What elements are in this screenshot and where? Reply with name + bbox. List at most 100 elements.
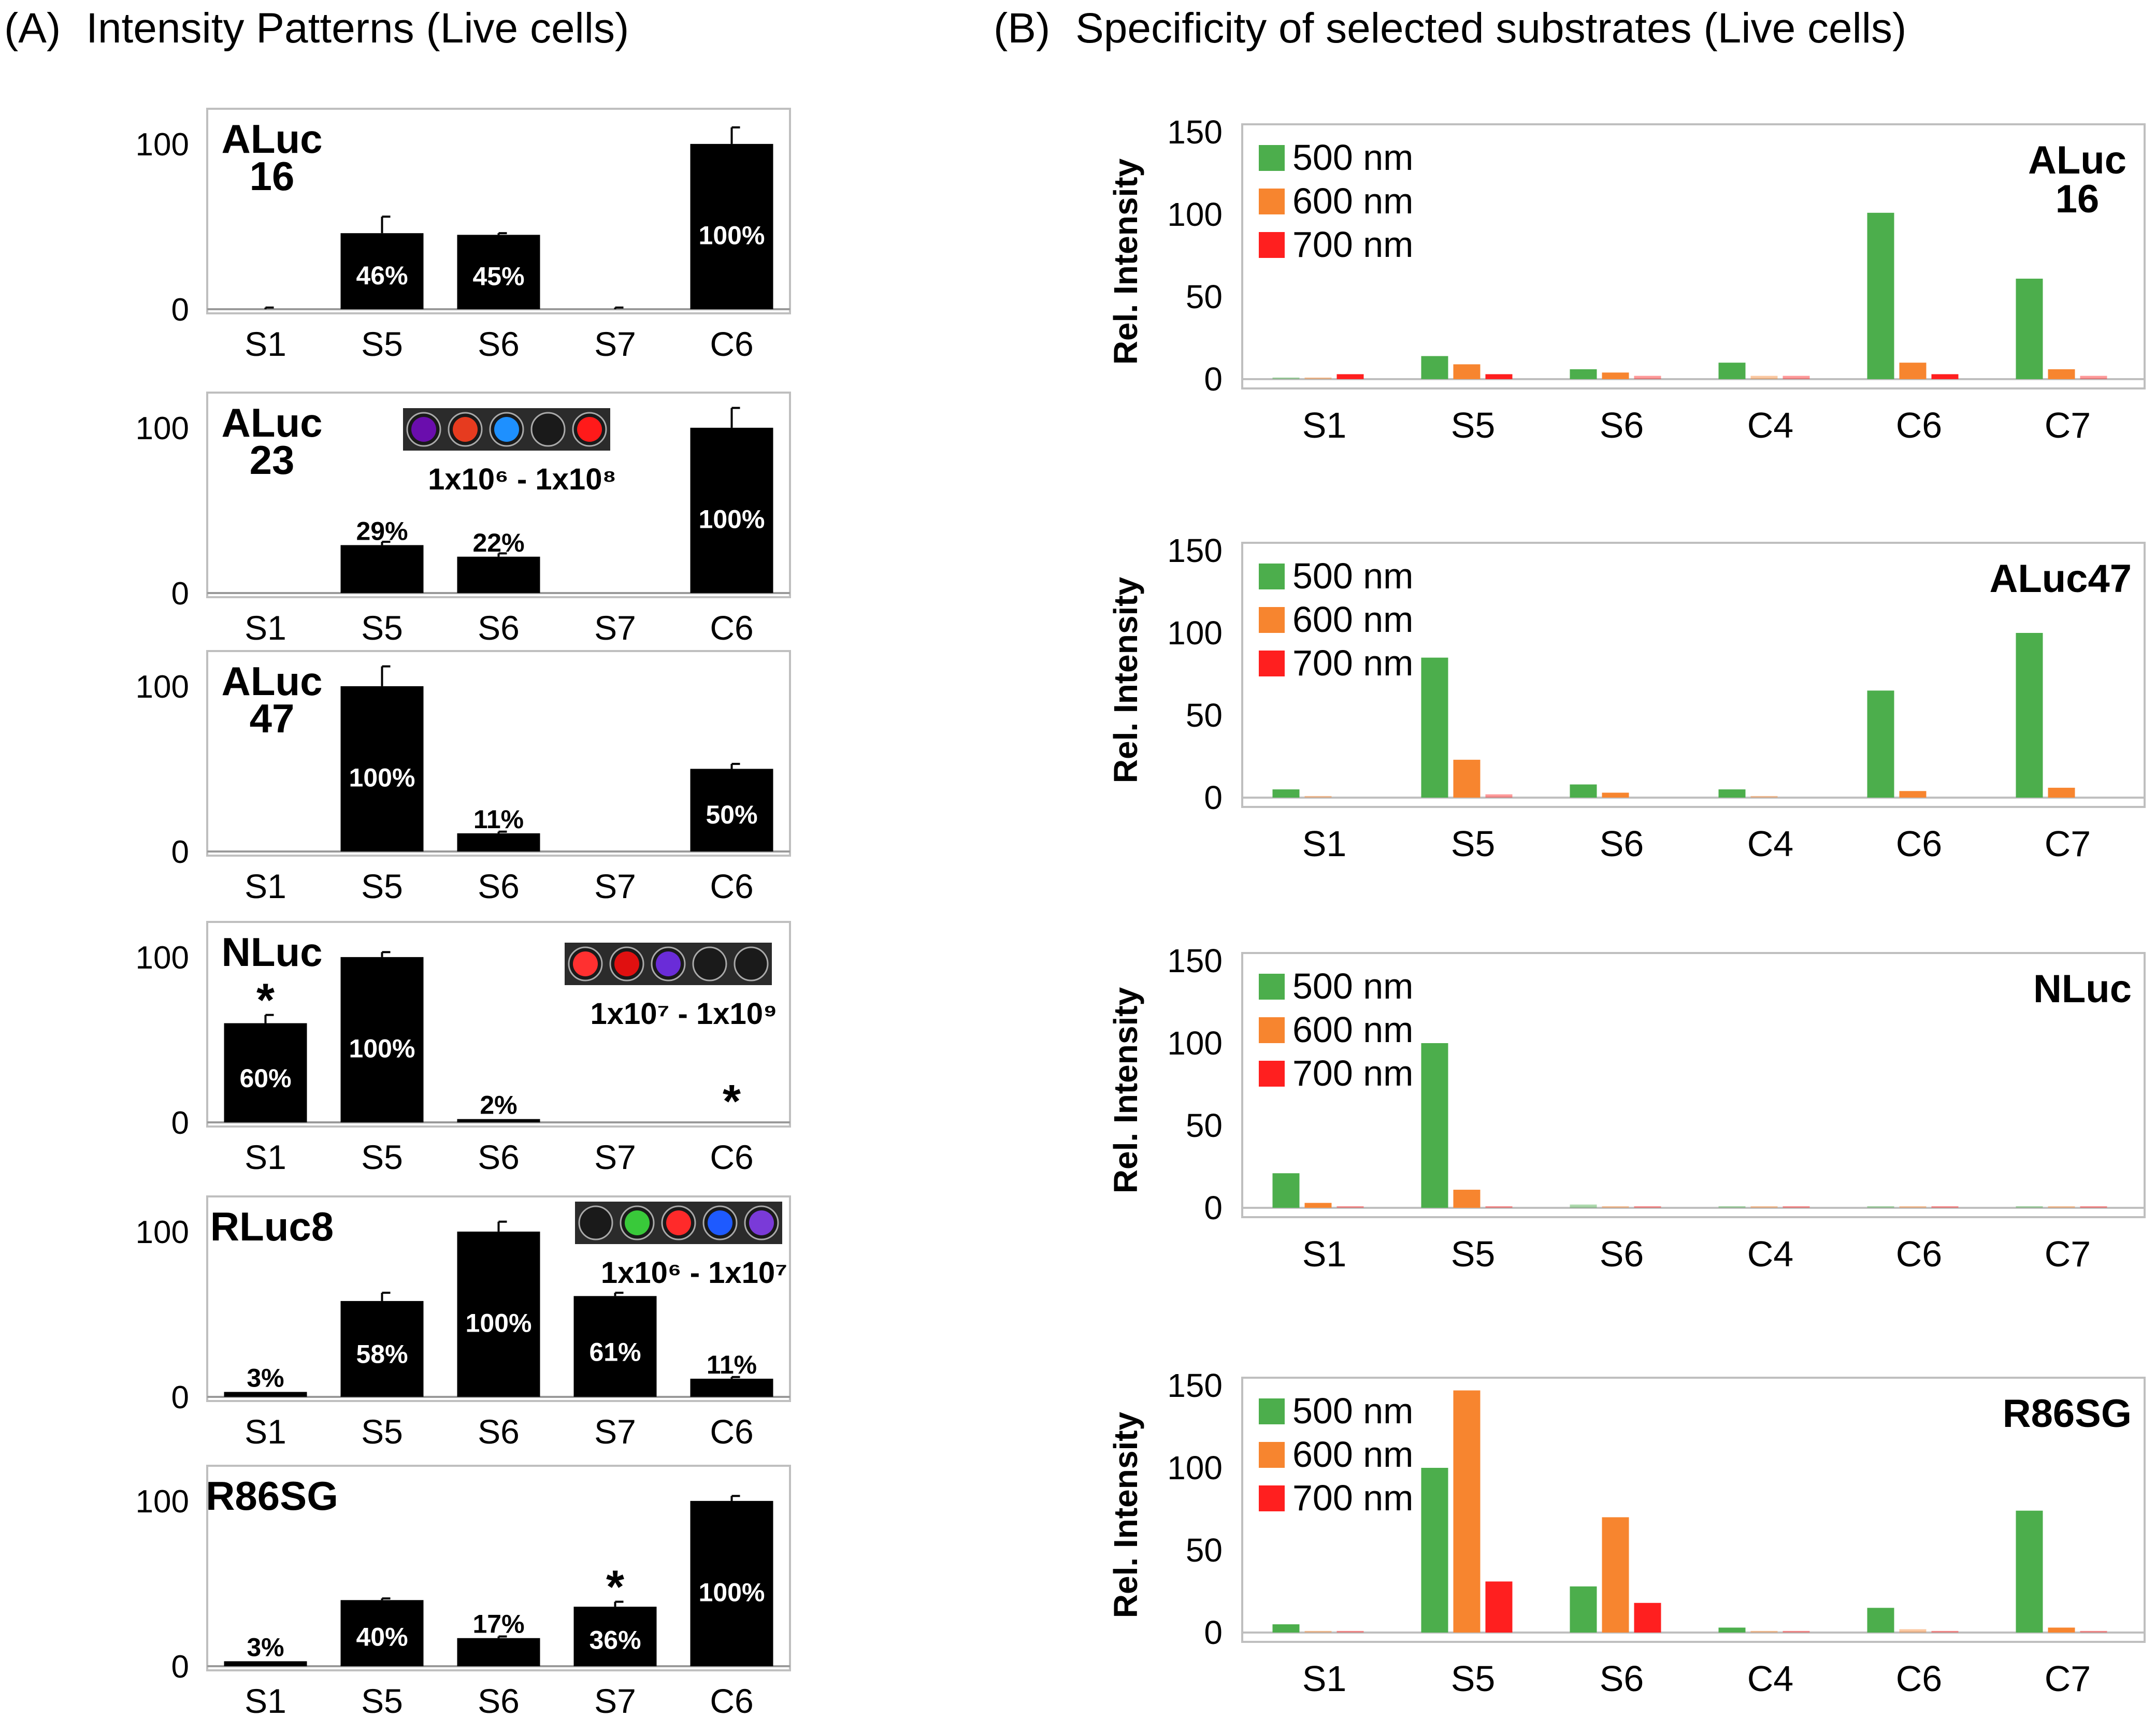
y-tick-label: 100 [1167,1449,1223,1486]
legend-label: 500 nm [1292,1391,1413,1431]
x-tick-label: S1 [1302,1234,1347,1274]
y-axis-label: Rel. Intensity [1107,1411,1144,1618]
y-tick-label: 0 [1204,779,1223,816]
bar-600-nm-c6 [1900,1206,1927,1208]
bar-600-nm-s1 [1305,1631,1332,1633]
x-tick-label: C6 [1896,1234,1942,1274]
y-tick-label: 50 [1186,278,1223,315]
y-tick-label: 100 [1167,196,1223,233]
legend-label: 600 nm [1292,1009,1413,1050]
bar-700-nm-c4 [1783,376,1810,379]
bar-500-nm-s6 [1570,1205,1597,1208]
x-tick-label: S6 [1600,824,1644,864]
bar-700-nm-s6 [1634,376,1661,379]
x-tick-label: S5 [1451,824,1496,864]
bar-600-nm-s6 [1602,1206,1629,1208]
bar-500-nm-c4 [1719,363,1746,379]
x-tick-label: C4 [1747,1658,1793,1699]
bar-700-nm-c6 [1932,374,1959,379]
chart-b-aluc-16: 050100150Rel. IntensityS1 S5 S6 C4 C6 C7500 n… [1107,113,2145,445]
bar-500-nm-s5 [1421,658,1448,798]
bar-500-nm-s1 [1273,378,1300,379]
bar-500-nm-s1 [1273,789,1300,798]
x-tick-label: C7 [2045,824,2091,864]
chart-title: ALuc [2028,138,2126,182]
x-tick-label: C6 [1896,824,1942,864]
bar-700-nm-c6 [1932,1631,1959,1633]
bar-600-nm-c6 [1900,363,1927,379]
bar-500-nm-s6 [1570,785,1597,798]
bar-600-nm-c4 [1751,1631,1778,1633]
legend-swatch [1259,1485,1285,1511]
chart-title: 16 [2056,177,2100,221]
x-tick-label: S5 [1451,405,1496,445]
bar-500-nm-c7 [2016,1206,2043,1208]
bar-500-nm-c6 [1867,1608,1894,1633]
legend-swatch [1259,232,1285,258]
bar-600-nm-s1 [1305,796,1332,798]
bar-600-nm-c4 [1751,376,1778,379]
bar-700-nm-c7 [2080,1631,2107,1633]
legend-swatch [1259,189,1285,214]
bar-500-nm-c6 [1867,1206,1894,1208]
x-tick-label: C4 [1747,1234,1793,1274]
y-tick-label: 150 [1167,113,1223,151]
bar-700-nm-c4 [1783,1631,1810,1633]
bar-500-nm-c4 [1719,789,1746,798]
bar-700-nm-s5 [1486,374,1513,379]
y-tick-label: 150 [1167,942,1223,979]
bar-500-nm-s6 [1570,1586,1597,1633]
x-tick-label: S6 [1600,1234,1644,1274]
chart-title: R86SG [2003,1392,2132,1436]
legend-swatch [1259,1442,1285,1468]
bar-500-nm-c7 [2016,1511,2043,1633]
bar-500-nm-c6 [1867,213,1894,379]
x-tick-label: S5 [1451,1234,1496,1274]
y-tick-label: 100 [1167,1024,1223,1062]
bar-600-nm-c6 [1900,1629,1927,1633]
legend-label: 500 nm [1292,137,1413,178]
legend-label: 700 nm [1292,1053,1413,1093]
legend-label: 700 nm [1292,224,1413,265]
y-tick-label: 100 [1167,614,1223,652]
chart-title: NLuc [2033,967,2132,1011]
chart-b-aluc47: 050100150Rel. IntensityS1 S5 S6 C4 C6 C7500 n… [1107,532,2145,864]
x-tick-label: S6 [1600,405,1644,445]
bar-600-nm-s5 [1454,1190,1481,1208]
bar-700-nm-c6 [1932,1206,1959,1208]
legend-label: 600 nm [1292,181,1413,221]
legend-swatch [1259,1398,1285,1424]
bar-500-nm-s1 [1273,1173,1300,1208]
chart-b-nluc: 050100150Rel. IntensityS1 S5 S6 C4 C6 C7500 n… [1107,942,2145,1274]
bar-700-nm-s1 [1337,374,1364,379]
legend-swatch [1259,564,1285,589]
y-tick-label: 150 [1167,532,1223,569]
legend-label: 700 nm [1292,1478,1413,1518]
bar-700-nm-c7 [2080,376,2107,379]
chart-b-r86sg: 050100150Rel. IntensityS1 S5 S6 C4 C6 C7500 n… [1107,1367,2145,1699]
bar-500-nm-c7 [2016,279,2043,379]
bar-700-nm-s1 [1337,1631,1364,1633]
legend-swatch [1259,651,1285,676]
bar-700-nm-c4 [1783,1206,1810,1208]
x-tick-label: C7 [2045,1234,2091,1274]
bar-700-nm-s5 [1486,1206,1513,1208]
bar-500-nm-s6 [1570,369,1597,379]
legend-label: 500 nm [1292,966,1413,1006]
bar-600-nm-c6 [1900,791,1927,798]
legend-label: 500 nm [1292,556,1413,596]
bar-600-nm-s5 [1454,364,1481,379]
bar-600-nm-s6 [1602,1517,1629,1633]
bar-500-nm-c7 [2016,633,2043,798]
bar-500-nm-c6 [1867,690,1894,798]
bar-600-nm-s5 [1454,1391,1481,1633]
bar-600-nm-s1 [1305,1203,1332,1208]
panel-b-charts: 0 50 100 150 Rel. Intensity S1 S5 S6 C4 C6 C7 500 n… [0,0,2156,1718]
legend-swatch [1259,1061,1285,1087]
bar-600-nm-c7 [2048,369,2075,379]
bar-500-nm-s5 [1421,356,1448,379]
bar-700-nm-s6 [1634,1603,1661,1633]
x-tick-label: C4 [1747,405,1793,445]
bar-600-nm-c4 [1751,1206,1778,1208]
legend-label: 600 nm [1292,599,1413,640]
